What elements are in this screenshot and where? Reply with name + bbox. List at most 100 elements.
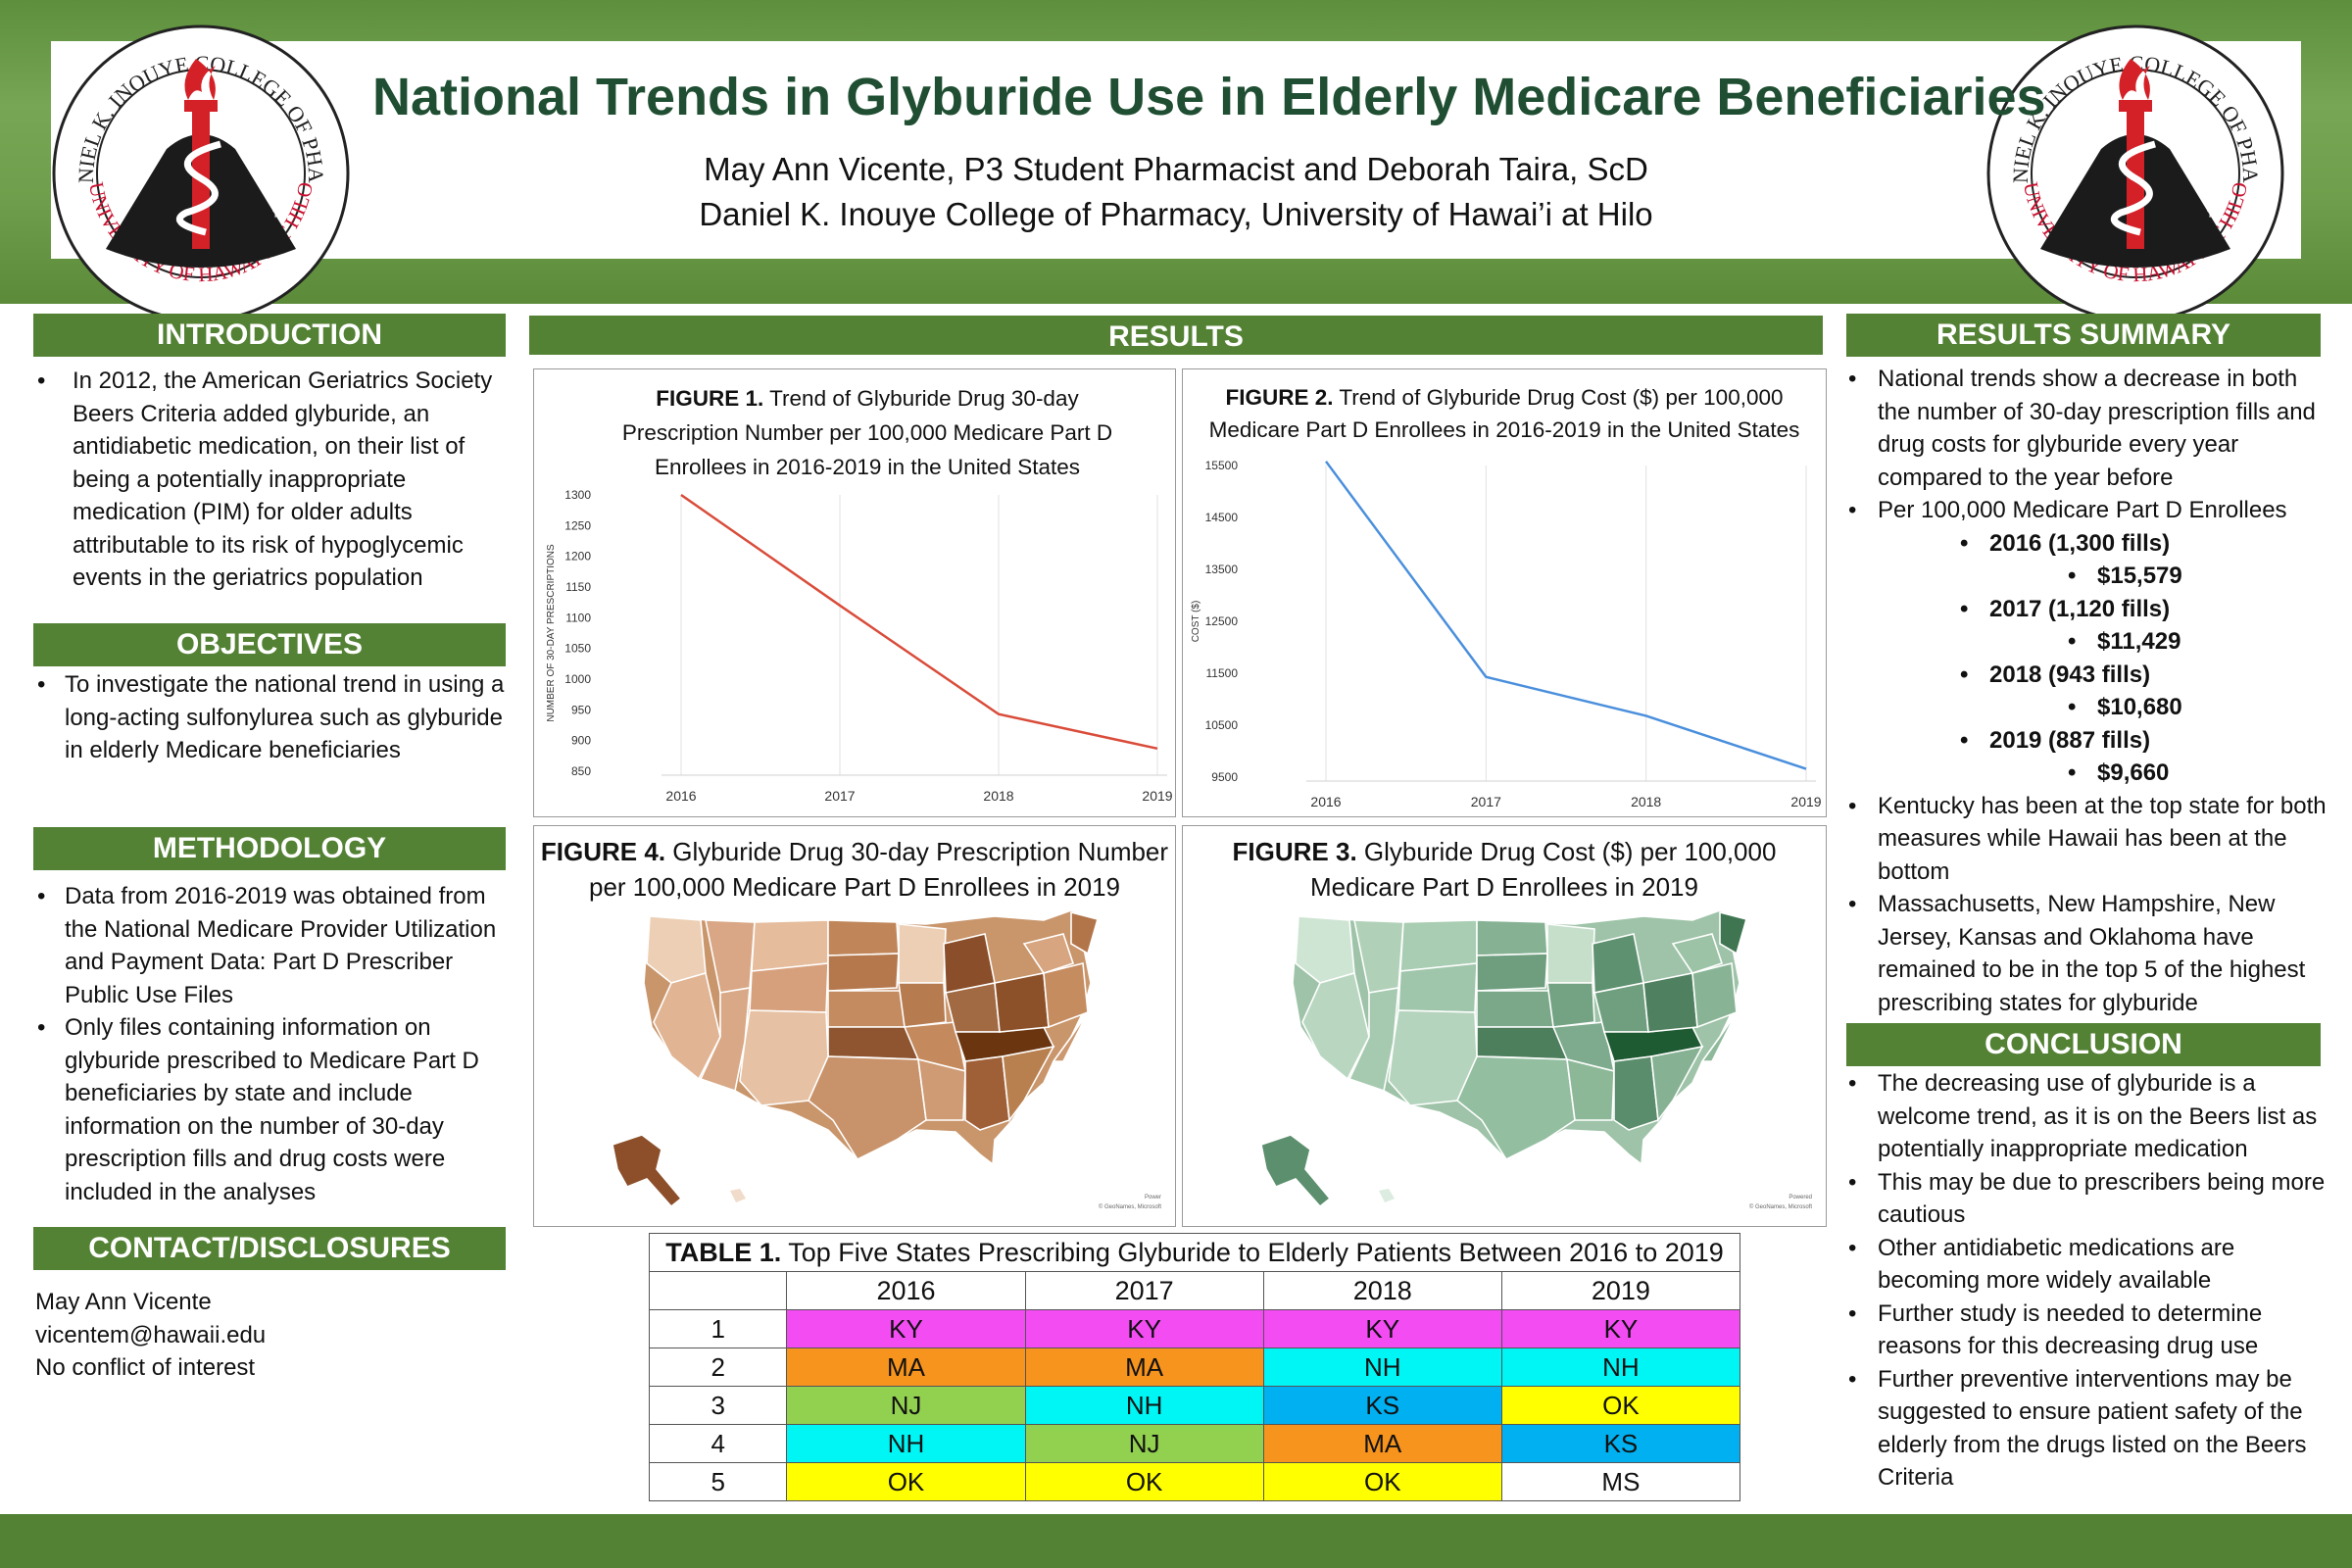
poster-affiliation: Daniel K. Inouye College of Pharmacy, Un… bbox=[699, 196, 1653, 232]
series-line bbox=[680, 493, 1158, 751]
y-tick-label: 11500 bbox=[1206, 666, 1239, 680]
table-state-cell: MS bbox=[1500, 1462, 1741, 1501]
table-state-cell: KY bbox=[1024, 1309, 1264, 1348]
table-state-cell: NH bbox=[786, 1424, 1026, 1463]
map-credit-power: Power bbox=[1145, 1195, 1161, 1200]
table-row: 1 KY KY KY KY bbox=[648, 1309, 1741, 1348]
table-state-cell: KY bbox=[786, 1309, 1026, 1348]
introduction-heading: INTRODUCTION bbox=[33, 314, 506, 357]
table-rank-cell: 4 bbox=[648, 1424, 788, 1463]
conclusion-bullet: This may be due to prescribers being mor… bbox=[1844, 1166, 2330, 1232]
methodology-body: Data from 2016-2019 was obtained from th… bbox=[33, 880, 517, 1208]
logo-tm: TM bbox=[2207, 210, 2221, 220]
table-state-cell: MA bbox=[1262, 1424, 1502, 1463]
figure-4-caption-text: Glyburide Drug 30-day Prescription Numbe… bbox=[589, 837, 1169, 902]
figure-4-caption: FIGURE 4. Glyburide Drug 30-day Prescrip… bbox=[540, 834, 1169, 905]
x-tick-label: 2016 bbox=[1310, 794, 1341, 809]
figure-1-panel: FIGURE 1. Trend of Glyburide Drug 30-day… bbox=[533, 368, 1176, 817]
figure-2-line-chart: 9500 10500 11500 12500 13500 14500 15500 2016 20… bbox=[1191, 459, 1822, 809]
y-tick-label: 1050 bbox=[564, 642, 591, 656]
results-summary-heading: RESULTS SUMMARY bbox=[1846, 314, 2321, 357]
objectives-heading: OBJECTIVES bbox=[33, 623, 506, 666]
contact-heading: CONTACT/DISCLOSURES bbox=[33, 1227, 506, 1270]
y-tick-label: 13500 bbox=[1205, 563, 1239, 576]
table-header-cell: 2018 bbox=[1262, 1271, 1502, 1310]
table-header-cell: 2019 bbox=[1500, 1271, 1741, 1310]
logo-tm: TM bbox=[272, 210, 286, 220]
objectives-body: To investigate the national trend in usi… bbox=[33, 668, 514, 767]
conclusion-bullet: Further preventive interventions may be … bbox=[1844, 1363, 2330, 1494]
x-tick-label: 2018 bbox=[983, 788, 1013, 804]
objectives-bullet: To investigate the national trend in usi… bbox=[33, 668, 514, 767]
us-choropleth-map-cost: Powered © GeoNames, Microsoft bbox=[1260, 909, 1812, 1210]
table-1-caption: TABLE 1. Top Five States Prescribing Gly… bbox=[649, 1233, 1740, 1272]
table-state-cell: KY bbox=[1262, 1309, 1502, 1348]
summary-bullet: Kentucky has been at the top state for b… bbox=[1844, 790, 2330, 889]
y-tick-label: 900 bbox=[571, 734, 591, 748]
x-tick-label: 2019 bbox=[1142, 788, 1172, 804]
summary-year-2018: 2018 (943 fills) bbox=[1844, 659, 2330, 692]
figure-3-label: FIGURE 3. bbox=[1232, 837, 1357, 866]
table-state-cell: KY bbox=[1500, 1309, 1741, 1348]
table-rank-cell: 1 bbox=[648, 1309, 788, 1348]
poster-title: National Trends in Glyburide Use in Elde… bbox=[372, 68, 2046, 126]
table-rank-cell: 3 bbox=[648, 1386, 788, 1425]
table-1-label: TABLE 1. bbox=[665, 1237, 782, 1267]
table-header-row: 2016 2017 2018 2019 bbox=[648, 1271, 1741, 1310]
table-1-caption-text: Top Five States Prescribing Glyburide to… bbox=[781, 1237, 1724, 1267]
map-credit-geonames: © GeoNames, Microsoft bbox=[1749, 1203, 1812, 1210]
map-credit-power: Powered bbox=[1788, 1195, 1812, 1200]
results-heading: RESULTS bbox=[529, 316, 1823, 355]
y-axis-label: COST ($) bbox=[1191, 601, 1201, 643]
y-tick-label: 850 bbox=[571, 764, 591, 778]
summary-cost-2019: $9,660 bbox=[1844, 757, 2330, 790]
methodology-bullet: Only files containing information on gly… bbox=[33, 1011, 517, 1208]
conclusion-bullet: The decreasing use of glyburide is a wel… bbox=[1844, 1067, 2330, 1166]
summary-bullet: National trends show a decrease in both … bbox=[1844, 363, 2330, 494]
college-seal-logo-left: THE DANIEL K. INOUYE COLLEGE OF PHARMACY… bbox=[49, 22, 350, 322]
table-header-cell bbox=[648, 1271, 788, 1310]
summary-year-2016: 2016 (1,300 fills) bbox=[1844, 527, 2330, 561]
y-tick-label: 950 bbox=[571, 703, 591, 716]
introduction-bullet: In 2012, the American Geriatrics Society… bbox=[33, 365, 514, 595]
map-credit-geonames: © GeoNames, Microsoft bbox=[1099, 1203, 1161, 1210]
table-row: 2 MA MA NH NH bbox=[648, 1348, 1741, 1387]
table-row: 4 NH NJ MA KS bbox=[648, 1424, 1741, 1463]
summary-year-2017: 2017 (1,120 fills) bbox=[1844, 593, 2330, 626]
table-state-cell: MA bbox=[786, 1348, 1026, 1387]
x-tick-label: 2019 bbox=[1790, 794, 1821, 809]
table-state-cell: KS bbox=[1500, 1424, 1741, 1463]
contact-disclosure: No conflict of interest bbox=[35, 1354, 256, 1381]
figure-2-label: FIGURE 2. bbox=[1225, 385, 1334, 410]
table-header-cell: 2017 bbox=[1024, 1271, 1264, 1310]
y-tick-label: 1000 bbox=[564, 672, 591, 686]
summary-cost-2016: $15,579 bbox=[1844, 560, 2330, 593]
table-state-cell: OK bbox=[1500, 1386, 1741, 1425]
introduction-body: In 2012, the American Geriatrics Society… bbox=[33, 365, 514, 595]
conclusion-body: The decreasing use of glyburide is a wel… bbox=[1844, 1067, 2330, 1494]
y-tick-label: 15500 bbox=[1205, 459, 1239, 472]
figure-3-caption-text: Glyburide Drug Cost ($) per 100,000 Medi… bbox=[1310, 837, 1777, 902]
table-state-cell: NJ bbox=[786, 1386, 1026, 1425]
figure-4-label: FIGURE 4. bbox=[540, 837, 666, 866]
results-summary-body: National trends show a decrease in both … bbox=[1844, 363, 2330, 1019]
summary-cost-2018: $10,680 bbox=[1844, 691, 2330, 724]
table-state-cell: OK bbox=[1024, 1462, 1264, 1501]
header-box bbox=[51, 41, 2301, 259]
y-tick-label: 10500 bbox=[1205, 718, 1239, 732]
footer-band bbox=[0, 1514, 2352, 1568]
methodology-heading: METHODOLOGY bbox=[33, 827, 506, 870]
x-tick-label: 2017 bbox=[824, 788, 855, 804]
contact-email[interactable]: vicentem@hawaii.edu bbox=[35, 1321, 267, 1348]
figure-3-panel: FIGURE 3. Glyburide Drug Cost ($) per 10… bbox=[1182, 825, 1827, 1227]
table-state-cell: NH bbox=[1024, 1386, 1264, 1425]
figure-2-caption-text: Trend of Glyburide Drug Cost ($) per 100… bbox=[1208, 385, 1800, 442]
summary-bullet: Per 100,000 Medicare Part D Enrollees bbox=[1844, 494, 2330, 527]
x-tick-label: 2018 bbox=[1631, 794, 1661, 809]
college-seal-logo-right: THE DANIEL K. INOUYE COLLEGE OF PHARMACY… bbox=[1984, 22, 2284, 322]
table-1-top-states: TABLE 1. Top Five States Prescribing Gly… bbox=[648, 1233, 1741, 1501]
table-row: 3 NJ NH KS OK bbox=[648, 1386, 1741, 1425]
table-state-cell: MA bbox=[1024, 1348, 1264, 1387]
figure-2-panel: FIGURE 2. Trend of Glyburide Drug Cost (… bbox=[1182, 368, 1827, 817]
table-state-cell: OK bbox=[1262, 1462, 1502, 1501]
